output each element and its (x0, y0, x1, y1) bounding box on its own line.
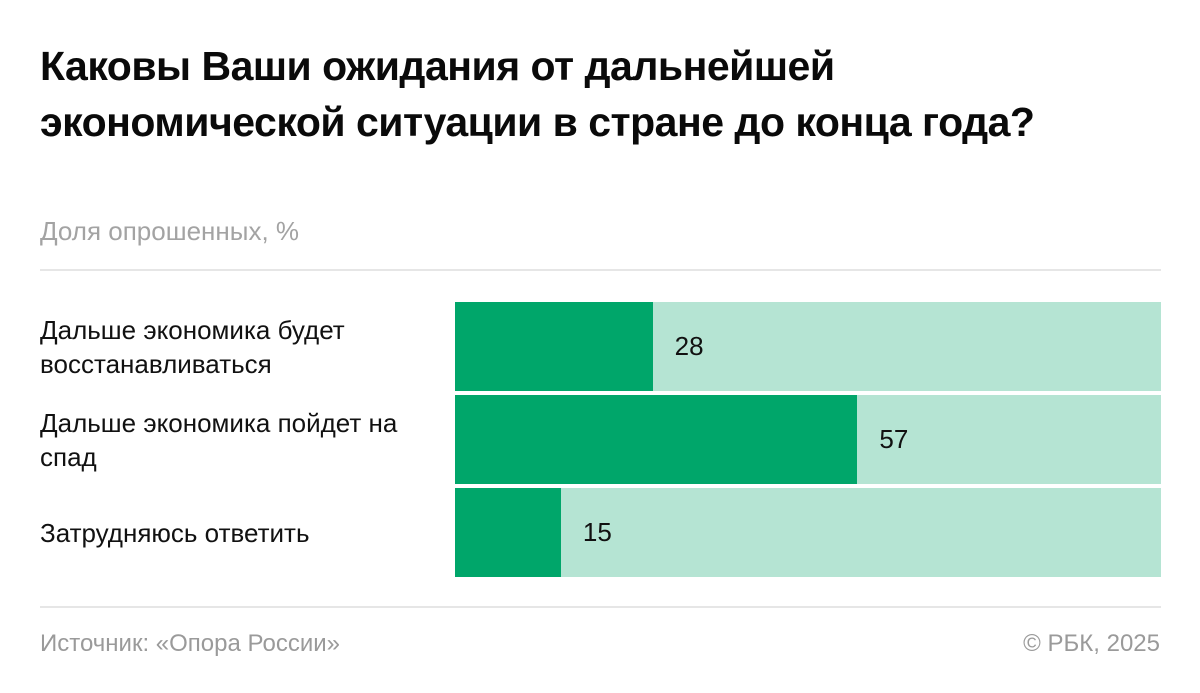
bar-label: Дальше экономика будет восстанавливаться (40, 314, 345, 379)
bar-value: 28 (674, 331, 704, 361)
bottom-divider (40, 606, 1161, 608)
bar-track: 15 (455, 488, 1161, 577)
bar-track: 28 (455, 302, 1161, 391)
bar-label: Дальше экономика пойдет на спад (40, 407, 398, 472)
bar-value: 15 (582, 517, 612, 547)
bar-row: Затрудняюсь ответить 15 (0, 488, 1200, 577)
bar-track: 57 (455, 395, 1161, 484)
bar-fill (455, 395, 858, 484)
chart-subtitle: Доля опрошенных, % (40, 216, 300, 246)
bar-row: Дальше экономика пойдет на спад 57 (0, 395, 1200, 484)
bar-label: Затрудняюсь ответить (40, 517, 310, 548)
chart-title: Каковы Ваши ожидания от дальнейшей эконо… (40, 43, 1035, 145)
top-divider (40, 269, 1161, 271)
bar-value: 57 (879, 424, 909, 454)
bar-fill (455, 302, 653, 391)
source-note: Источник: «Опора России» (40, 630, 340, 657)
bar-fill (455, 488, 561, 577)
copyright-note: © РБК, 2025 (1023, 630, 1160, 657)
bar-row: Дальше экономика будет восстанавливаться… (0, 302, 1200, 391)
